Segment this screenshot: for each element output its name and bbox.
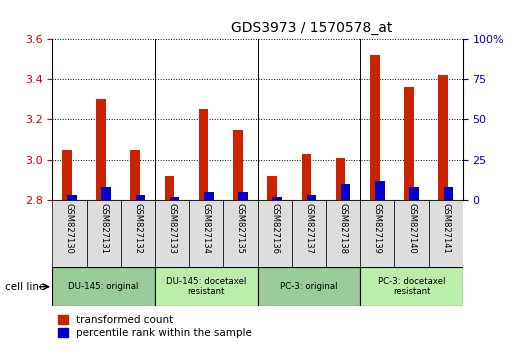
Bar [238, 192, 248, 200]
Bar [52, 267, 155, 306]
Bar [223, 200, 257, 267]
Bar [233, 130, 243, 200]
Bar [67, 195, 77, 200]
Text: GSM827138: GSM827138 [338, 203, 348, 255]
Bar [336, 158, 345, 200]
Bar [165, 176, 174, 200]
Bar [404, 87, 414, 200]
Bar [306, 195, 316, 200]
Bar [360, 200, 394, 267]
Bar [62, 150, 72, 200]
Bar [96, 99, 106, 200]
Bar [326, 200, 360, 267]
Legend: transformed count, percentile rank within the sample: transformed count, percentile rank withi… [58, 315, 252, 338]
Bar [444, 187, 453, 200]
Text: PC-3: docetaxel
resistant: PC-3: docetaxel resistant [378, 277, 445, 296]
Text: GSM827133: GSM827133 [167, 203, 177, 255]
Bar [429, 200, 463, 267]
Bar [101, 187, 111, 200]
Text: GSM827141: GSM827141 [441, 203, 450, 254]
Bar [267, 176, 277, 200]
Text: GSM827131: GSM827131 [99, 203, 108, 254]
Bar [155, 267, 257, 306]
Text: cell line: cell line [5, 282, 46, 292]
Bar [130, 150, 140, 200]
Text: GSM827132: GSM827132 [133, 203, 142, 254]
Text: GDS3973 / 1570578_at: GDS3973 / 1570578_at [231, 21, 393, 35]
Bar [292, 200, 326, 267]
Text: DU-145: original: DU-145: original [69, 282, 139, 291]
Text: GSM827140: GSM827140 [407, 203, 416, 254]
Bar [272, 197, 282, 200]
Bar [370, 55, 380, 200]
Text: GSM827137: GSM827137 [304, 203, 313, 255]
Bar [257, 267, 360, 306]
Text: GSM827139: GSM827139 [373, 203, 382, 254]
Bar [375, 181, 385, 200]
Bar [204, 192, 213, 200]
Bar [121, 200, 155, 267]
Text: DU-145: docetaxel
resistant: DU-145: docetaxel resistant [166, 277, 246, 296]
Bar [52, 200, 86, 267]
Text: GSM827136: GSM827136 [270, 203, 279, 255]
Bar [170, 197, 179, 200]
Bar [86, 200, 121, 267]
Bar [199, 109, 209, 200]
Bar [257, 200, 292, 267]
Bar [302, 154, 311, 200]
Bar [438, 75, 448, 200]
Bar [155, 200, 189, 267]
Bar [360, 267, 463, 306]
Bar [189, 200, 223, 267]
Bar [410, 187, 419, 200]
Bar [394, 200, 429, 267]
Text: PC-3: original: PC-3: original [280, 282, 338, 291]
Bar [135, 195, 145, 200]
Bar [341, 184, 350, 200]
Text: GSM827130: GSM827130 [65, 203, 74, 254]
Text: GSM827134: GSM827134 [202, 203, 211, 254]
Text: GSM827135: GSM827135 [236, 203, 245, 254]
